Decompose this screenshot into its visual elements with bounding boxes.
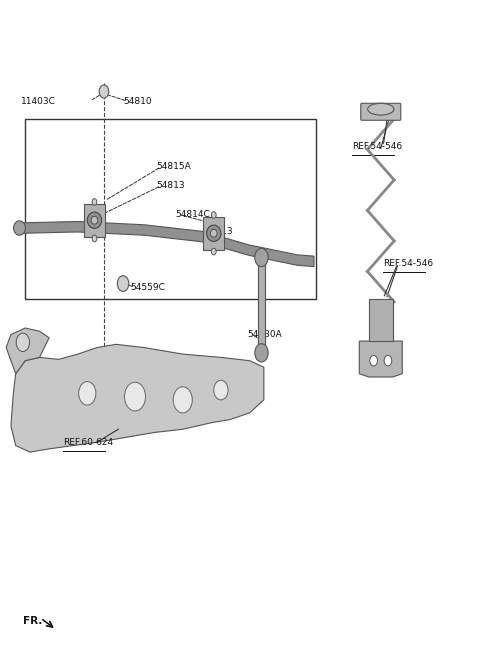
Ellipse shape xyxy=(206,225,221,241)
FancyBboxPatch shape xyxy=(203,217,224,250)
Circle shape xyxy=(384,356,392,366)
Text: 11403C: 11403C xyxy=(21,97,55,106)
Text: 54830A: 54830A xyxy=(247,330,282,339)
Circle shape xyxy=(99,85,109,98)
Text: REF.54-546: REF.54-546 xyxy=(352,142,402,151)
Circle shape xyxy=(92,236,97,242)
Text: 54559C: 54559C xyxy=(130,283,165,292)
Circle shape xyxy=(211,212,216,218)
Circle shape xyxy=(211,249,216,255)
Text: FR.: FR. xyxy=(23,615,42,626)
Ellipse shape xyxy=(13,221,25,236)
Text: 54815A: 54815A xyxy=(156,162,191,171)
Polygon shape xyxy=(21,222,314,266)
Circle shape xyxy=(214,380,228,400)
Circle shape xyxy=(79,382,96,405)
Text: 54813: 54813 xyxy=(156,181,185,190)
FancyBboxPatch shape xyxy=(369,298,393,341)
Circle shape xyxy=(255,249,268,266)
Text: 54810: 54810 xyxy=(123,97,152,106)
Circle shape xyxy=(117,276,129,291)
Text: 54814C: 54814C xyxy=(176,211,210,220)
Text: 54813: 54813 xyxy=(204,227,233,236)
Ellipse shape xyxy=(210,230,217,237)
Polygon shape xyxy=(6,328,49,374)
Circle shape xyxy=(370,356,377,366)
Ellipse shape xyxy=(368,103,394,115)
FancyBboxPatch shape xyxy=(84,204,105,237)
Text: REF.60-624: REF.60-624 xyxy=(63,438,114,447)
Circle shape xyxy=(173,387,192,413)
Circle shape xyxy=(255,344,268,362)
FancyBboxPatch shape xyxy=(361,103,401,120)
Circle shape xyxy=(92,199,97,205)
Circle shape xyxy=(16,333,30,352)
Circle shape xyxy=(124,382,145,411)
FancyBboxPatch shape xyxy=(258,262,265,348)
Ellipse shape xyxy=(87,212,102,228)
Polygon shape xyxy=(11,344,264,452)
Ellipse shape xyxy=(91,216,98,224)
Polygon shape xyxy=(360,341,402,377)
Text: REF.54-546: REF.54-546 xyxy=(383,260,433,268)
